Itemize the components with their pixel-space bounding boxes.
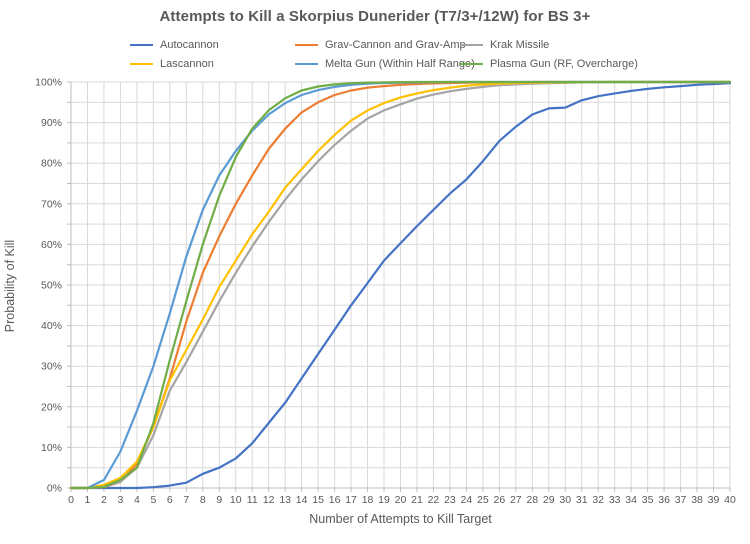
x-tick-label: 12 — [263, 494, 275, 506]
x-tick-label: 0 — [68, 494, 74, 506]
legend-key-grav-cannon-and-grav-amp — [295, 44, 318, 46]
x-axis-title: Number of Attempts to Kill Target — [309, 512, 492, 526]
x-tick-label: 18 — [362, 494, 374, 506]
x-tick-label: 2 — [101, 494, 107, 506]
legend-key-melta-gun-within-half-range — [295, 63, 318, 65]
x-tick-label: 16 — [329, 494, 341, 506]
y-tick-label: 10% — [41, 442, 62, 454]
legend-label-lascannon: Lascannon — [160, 58, 214, 70]
x-tick-label: 33 — [609, 494, 621, 506]
x-tick-label: 40 — [724, 494, 736, 506]
x-tick-label: 11 — [247, 494, 258, 506]
x-tick-label: 30 — [559, 494, 571, 506]
y-tick-label: 90% — [41, 117, 62, 129]
x-tick-label: 39 — [708, 494, 720, 506]
legend-key-autocannon — [130, 44, 153, 46]
x-tick-label: 15 — [312, 494, 324, 506]
x-tick-label: 3 — [118, 494, 124, 506]
legend-label-autocannon: Autocannon — [160, 39, 219, 51]
legend-key-lascannon — [130, 63, 153, 65]
y-tick-label: 40% — [41, 320, 62, 332]
series-line-autocannon — [69, 82, 732, 490]
legend-key-krak-missile — [460, 44, 483, 46]
y-tick-label: 30% — [41, 361, 62, 373]
x-tick-label: 25 — [477, 494, 489, 506]
x-tick-label: 36 — [658, 494, 670, 506]
y-tick-label: 100% — [35, 77, 62, 89]
x-tick-label: 38 — [691, 494, 703, 506]
x-tick-label: 23 — [444, 494, 456, 506]
x-tick-label: 29 — [543, 494, 555, 506]
x-tick-label: 34 — [625, 494, 637, 506]
legend-label-plasma-gun-rf-overcharge: Plasma Gun (RF, Overcharge) — [490, 58, 638, 70]
y-tick-label: 20% — [41, 401, 62, 413]
x-tick-label: 35 — [642, 494, 654, 506]
x-tick-label: 9 — [216, 494, 222, 506]
y-tick-label: 60% — [41, 239, 62, 251]
x-tick-label: 22 — [428, 494, 440, 506]
legend-label-melta-gun-within-half-range: Melta Gun (Within Half Range) — [325, 58, 475, 70]
y-axis-title: Probability of Kill — [3, 239, 17, 333]
legend-label-grav-cannon-and-grav-amp: Grav-Cannon and Grav-Amp — [325, 39, 466, 51]
x-tick-label: 20 — [395, 494, 407, 506]
x-tick-label: 24 — [461, 494, 473, 506]
x-tick-label: 8 — [200, 494, 206, 506]
chart-title: Attempts to Kill a Skorpius Dunerider (T… — [159, 8, 591, 25]
x-tick-label: 28 — [526, 494, 538, 506]
x-tick-label: 37 — [675, 494, 687, 506]
x-tick-label: 21 — [411, 494, 423, 506]
x-tick-label: 32 — [592, 494, 604, 506]
x-tick-label: 4 — [134, 494, 140, 506]
x-tick-label: 5 — [150, 494, 156, 506]
series-line-plasma-gun-rf-overcharge — [69, 80, 732, 490]
x-tick-label: 27 — [510, 494, 522, 506]
y-tick-label: 70% — [41, 198, 62, 210]
x-tick-label: 14 — [296, 494, 308, 506]
x-tick-label: 19 — [378, 494, 390, 506]
x-tick-label: 1 — [85, 494, 91, 506]
x-tick-label: 31 — [576, 494, 588, 506]
x-tick-label: 10 — [230, 494, 242, 506]
x-tick-label: 6 — [167, 494, 173, 506]
y-tick-label: 50% — [41, 280, 62, 292]
x-tick-label: 26 — [494, 494, 506, 506]
y-tick-label: 80% — [41, 158, 62, 170]
x-tick-label: 17 — [345, 494, 357, 506]
x-tick-label: 13 — [279, 494, 291, 506]
legend-label-krak-missile: Krak Missile — [490, 39, 550, 51]
legend-key-plasma-gun-rf-overcharge — [460, 63, 483, 65]
y-tick-label: 0% — [47, 483, 62, 495]
x-tick-label: 7 — [183, 494, 189, 506]
